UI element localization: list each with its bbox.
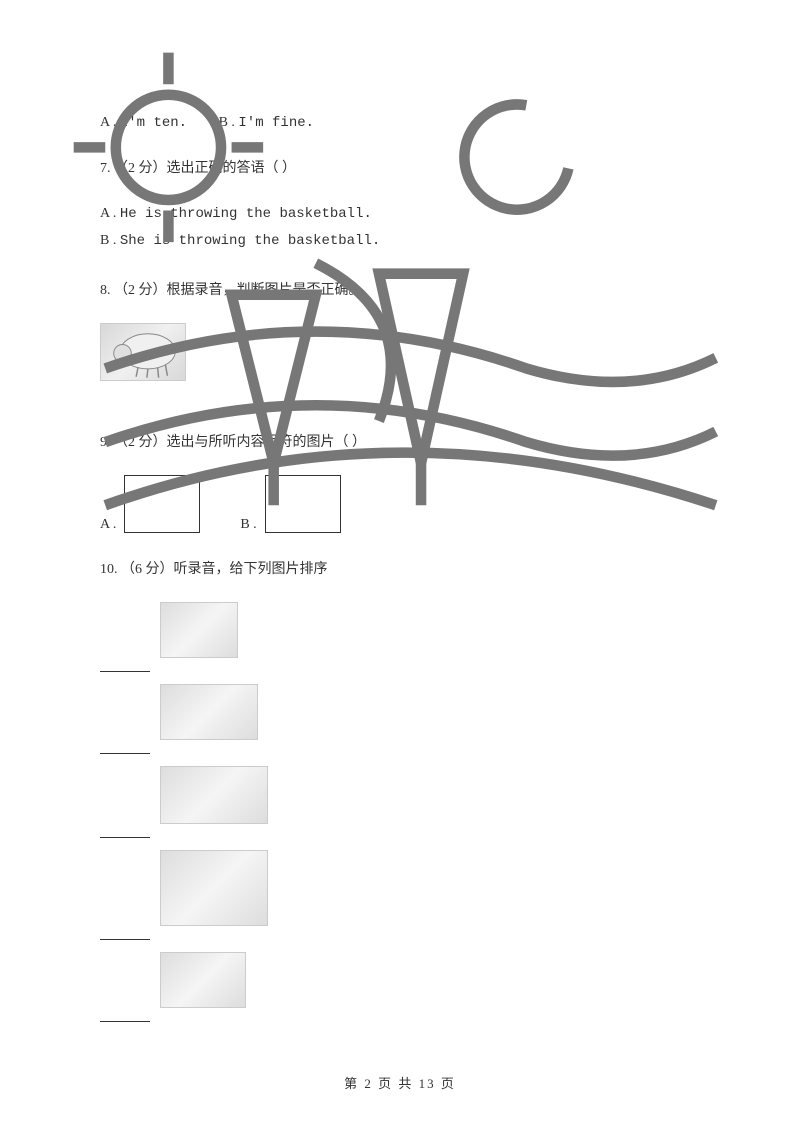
q9-options: A . B . [100, 475, 700, 533]
question-9: 9. （2 分）选出与所听内容相符的图片（ ） A . B . [100, 430, 700, 533]
seq-blank-2 [100, 744, 150, 754]
question-10: 10. （6 分）听录音，给下列图片排序 [100, 557, 700, 1022]
seq-image-2 [160, 684, 258, 740]
seq-item-5 [160, 952, 700, 1022]
seq-image-1 [160, 602, 238, 658]
seq-item-1 [160, 602, 700, 672]
seq-image-4 [160, 850, 268, 926]
seq-image-5 [160, 952, 246, 1008]
seq-blank-1 [100, 662, 150, 672]
page-footer: 第 2 页 共 13 页 [0, 1073, 800, 1092]
sequence-images [100, 602, 700, 1022]
seq-image-3 [160, 766, 268, 824]
seq-item-2 [160, 684, 700, 754]
seq-item-4 [160, 850, 700, 940]
seq-item-3 [160, 766, 700, 838]
trees-moon-sketch-icon [0, 0, 800, 611]
seq-blank-4 [100, 930, 150, 940]
q9-image-b [265, 475, 341, 533]
seq-blank-5 [100, 1012, 150, 1022]
seq-blank-3 [100, 828, 150, 838]
